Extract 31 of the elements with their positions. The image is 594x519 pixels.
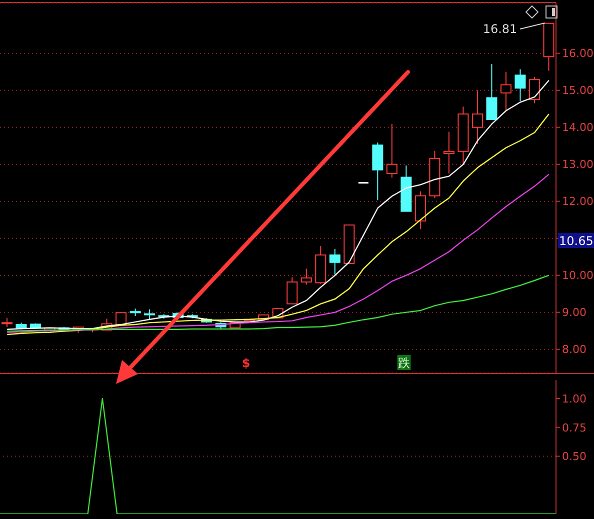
candlestick bbox=[286, 276, 298, 305]
candlestick bbox=[116, 312, 127, 326]
candlestick bbox=[500, 71, 512, 112]
candlestick bbox=[486, 64, 498, 120]
annotation: 跌 bbox=[398, 356, 410, 370]
candlestick bbox=[443, 131, 454, 174]
y-tick-label: 9.00 bbox=[562, 306, 586, 320]
candlestick bbox=[300, 268, 312, 286]
candlestick bbox=[144, 308, 156, 320]
annotation: 16.81 bbox=[482, 22, 518, 36]
y-tick-label: 13.00 bbox=[562, 158, 594, 172]
y-tick-label: 15.00 bbox=[562, 84, 594, 98]
y-tick-label: 14.00 bbox=[562, 121, 594, 134]
candlestick bbox=[472, 90, 483, 144]
y-tick-label: 16.00 bbox=[562, 47, 594, 60]
y-tick-label: 8.00 bbox=[562, 343, 586, 356]
candlestick bbox=[386, 123, 398, 178]
line-series bbox=[6, 80, 550, 330]
candlestick bbox=[528, 76, 540, 104]
candlestick bbox=[514, 68, 526, 102]
y-tick-label: 1.00 bbox=[562, 392, 586, 406]
line-series bbox=[6, 174, 550, 333]
y-tick-label: 10.00 bbox=[562, 269, 594, 282]
line-series bbox=[6, 274, 550, 332]
line-series bbox=[6, 113, 550, 336]
y-tick-label: 0.50 bbox=[562, 450, 586, 464]
y-tick-label: 12.00 bbox=[562, 195, 594, 208]
candlestick bbox=[329, 248, 340, 276]
y-tick-label: 0.75 bbox=[562, 421, 586, 434]
annotation: $ bbox=[242, 356, 250, 370]
text: 10.65 bbox=[559, 234, 594, 248]
